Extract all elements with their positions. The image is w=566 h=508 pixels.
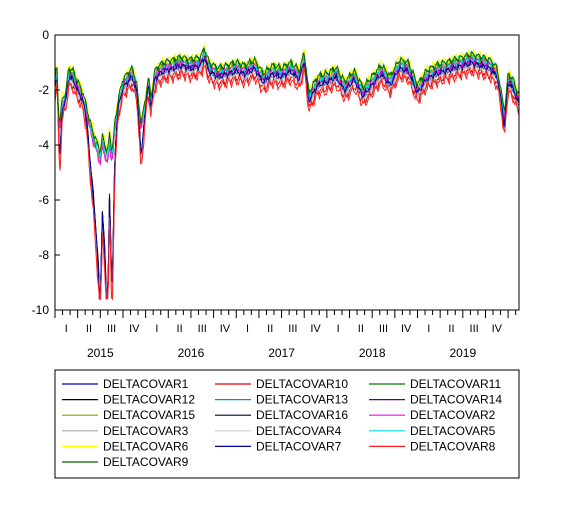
x-year-label: 2019 xyxy=(449,346,476,360)
x-quarter-label: II xyxy=(267,323,273,335)
legend-label: DELTACOVAR13 xyxy=(256,393,348,407)
series-line-deltacovar9 xyxy=(54,46,520,154)
series-line-deltacovar7 xyxy=(54,57,520,300)
x-quarter-label: IV xyxy=(401,323,412,335)
x-quarter-label: III xyxy=(288,323,297,335)
x-year-label: 2018 xyxy=(359,346,386,360)
x-quarter-label: III xyxy=(470,323,479,335)
x-year-label: 2016 xyxy=(178,346,205,360)
legend-box xyxy=(54,369,520,479)
legend-label: DELTACOVAR7 xyxy=(256,439,342,453)
x-quarter-label: III xyxy=(198,323,207,335)
y-tick-label: -6 xyxy=(38,193,49,207)
x-quarter-label: I xyxy=(427,323,430,335)
legend-label: DELTACOVAR5 xyxy=(410,424,496,438)
x-quarter-label: II xyxy=(448,323,454,335)
x-quarter-label: III xyxy=(107,323,116,335)
series-layer xyxy=(54,44,520,301)
legend-label: DELTACOVAR10 xyxy=(256,377,348,391)
y-tick-label: -2 xyxy=(38,83,49,97)
y-tick-label: -10 xyxy=(32,303,50,317)
x-quarter-label: I xyxy=(65,323,68,335)
legend: DELTACOVAR1 DELTACOVAR10 DELTACOVAR11 DELTA… xyxy=(62,377,502,469)
x-year-label: 2017 xyxy=(268,346,295,360)
legend-label: DELTACOVAR2 xyxy=(410,408,496,422)
legend-label: DELTACOVAR3 xyxy=(103,424,189,438)
plot-frame xyxy=(54,34,520,311)
legend-label: DELTACOVAR1 xyxy=(103,377,189,391)
legend-label: DELTACOVAR15 xyxy=(103,408,195,422)
y-tick-label: -4 xyxy=(38,138,49,152)
legend-label: DELTACOVAR4 xyxy=(256,424,342,438)
legend-label: DELTACOVAR11 xyxy=(410,377,501,391)
x-quarter-label: II xyxy=(177,323,183,335)
legend-label: DELTACOVAR9 xyxy=(103,455,189,469)
legend-label: DELTACOVAR12 xyxy=(103,393,195,407)
legend-label: DELTACOVAR14 xyxy=(410,393,502,407)
x-quarter-label: IV xyxy=(129,323,140,335)
x-quarter-label: I xyxy=(246,323,249,335)
legend-label: DELTACOVAR8 xyxy=(410,439,496,453)
y-tick-label: 0 xyxy=(42,28,49,42)
y-tick-label: -8 xyxy=(38,248,49,262)
legend-label: DELTACOVAR6 xyxy=(103,439,189,453)
x-quarter-label: I xyxy=(337,323,340,335)
x-quarter-label: II xyxy=(358,323,364,335)
x-quarter-label: IV xyxy=(492,323,503,335)
x-axis: I II III IV I II III IV I II III IV I II III IV I II III IV… xyxy=(54,310,517,360)
x-quarter-label: II xyxy=(86,323,92,335)
legend-label: DELTACOVAR16 xyxy=(256,408,348,422)
x-quarter-label: III xyxy=(379,323,388,335)
x-quarter-label: IV xyxy=(220,323,231,335)
series-line-deltacovar8 xyxy=(54,64,520,301)
y-axis: 0 -2 -4 -6 -8 -10 xyxy=(32,28,60,317)
x-year-label: 2015 xyxy=(87,346,114,360)
x-quarter-label: IV xyxy=(310,323,321,335)
x-quarter-label: I xyxy=(155,323,158,335)
